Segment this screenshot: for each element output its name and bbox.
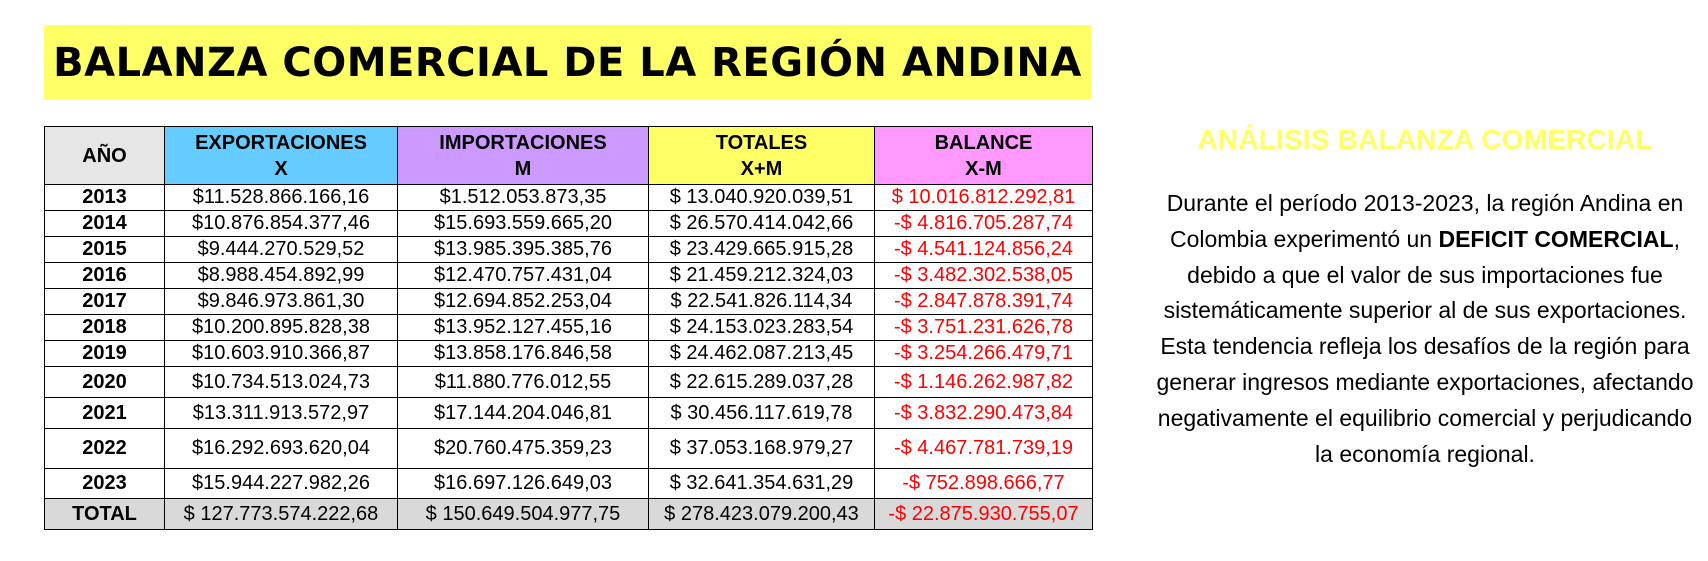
cell-exports: $11.528.866.166,16 [164, 184, 398, 211]
cell-balance: -$ 4.467.781.739,19 [874, 428, 1093, 469]
cell-total-imports: $ 150.649.504.977,75 [397, 498, 649, 530]
cell-totals: $ 24.462.087.213,45 [648, 340, 875, 367]
table-row: 2023 $15.944.227.982,26 $16.697.126.649,… [44, 468, 1093, 499]
table-row: 2020 $10.734.513.024,73 $11.880.776.012,… [44, 366, 1093, 398]
cell-exports: $10.200.895.828,38 [164, 314, 398, 341]
table-row: 2013 $11.528.866.166,16 $1.512.053.873,3… [44, 184, 1093, 211]
cell-totals: $ 22.541.826.114,34 [648, 288, 875, 315]
table-row: 2016 $8.988.454.892,99 $12.470.757.431,0… [44, 262, 1093, 289]
table-row: 2017 $9.846.973.861,30 $12.694.852.253,0… [44, 288, 1093, 315]
cell-balance: -$ 3.482.302.538,05 [874, 262, 1093, 289]
cell-totals: $ 24.153.023.283,54 [648, 314, 875, 341]
analysis-text: Durante el período 2013-2023, la región … [1156, 190, 1694, 467]
cell-totals: $ 23.429.665.915,28 [648, 236, 875, 263]
analysis-panel: ANÁLISIS BALANZA COMERCIAL Durante el pe… [1148, 124, 1702, 472]
cell-year: 2019 [44, 340, 165, 367]
cell-exports: $8.988.454.892,99 [164, 262, 398, 289]
cell-imports: $11.880.776.012,55 [397, 366, 649, 398]
cell-year: 2014 [44, 210, 165, 237]
cell-balance: -$ 3.751.231.626,78 [874, 314, 1093, 341]
cell-year: 2018 [44, 314, 165, 341]
cell-balance: -$ 3.254.266.479,71 [874, 340, 1093, 367]
table-row: 2021 $13.311.913.572,97 $17.144.204.046,… [44, 397, 1093, 429]
cell-imports: $12.470.757.431,04 [397, 262, 649, 289]
header-totals: TOTALES X+M [648, 126, 875, 185]
header-year: AÑO [44, 126, 165, 185]
cell-exports: $13.311.913.572,97 [164, 397, 398, 429]
cell-exports: $15.944.227.982,26 [164, 468, 398, 499]
cell-exports: $16.292.693.620,04 [164, 428, 398, 469]
table-row: 2015 $9.444.270.529,52 $13.985.395.385,7… [44, 236, 1093, 263]
cell-balance: -$ 4.541.124.856,24 [874, 236, 1093, 263]
table-total-row: TOTAL $ 127.773.574.222,68 $ 150.649.504… [44, 498, 1093, 530]
cell-imports: $1.512.053.873,35 [397, 184, 649, 211]
cell-balance: -$ 4.816.705.287,74 [874, 210, 1093, 237]
header-balance: BALANCE X-M [874, 126, 1093, 185]
cell-balance: -$ 3.832.290.473,84 [874, 397, 1093, 429]
header-imports: IMPORTACIONES M [397, 126, 649, 185]
cell-balance: -$ 752.898.666,77 [874, 468, 1093, 499]
cell-totals: $ 37.053.168.979,27 [648, 428, 875, 469]
cell-imports: $13.858.176.846,58 [397, 340, 649, 367]
cell-balance: -$ 1.146.262.987,82 [874, 366, 1093, 398]
cell-exports: $9.846.973.861,30 [164, 288, 398, 315]
cell-total-totals: $ 278.423.079.200,43 [648, 498, 875, 530]
cell-imports: $15.693.559.665,20 [397, 210, 649, 237]
cell-total-balance: -$ 22.875.930.755,07 [874, 498, 1093, 530]
cell-exports: $9.444.270.529,52 [164, 236, 398, 263]
cell-totals: $ 26.570.414.042,66 [648, 210, 875, 237]
deficit-emphasis: DEFICIT COMERCIAL [1438, 225, 1674, 252]
table-row: 2018 $10.200.895.828,38 $13.952.127.455,… [44, 314, 1093, 341]
cell-year: 2022 [44, 428, 165, 469]
cell-year: 2020 [44, 366, 165, 398]
header-exports: EXPORTACIONES X [164, 126, 398, 185]
cell-totals: $ 13.040.920.039,51 [648, 184, 875, 211]
cell-year: 2021 [44, 397, 165, 429]
cell-totals: $ 32.641.354.631,29 [648, 468, 875, 499]
cell-exports: $10.876.854.377,46 [164, 210, 398, 237]
cell-totals: $ 21.459.212.324,03 [648, 262, 875, 289]
cell-balance: $ 10.016.812.292,81 [874, 184, 1093, 211]
cell-imports: $16.697.126.649,03 [397, 468, 649, 499]
analysis-heading: ANÁLISIS BALANZA COMERCIAL [1197, 124, 1653, 155]
cell-imports: $17.144.204.046,81 [397, 397, 649, 429]
cell-imports: $20.760.475.359,23 [397, 428, 649, 469]
cell-year: 2013 [44, 184, 165, 211]
cell-exports: $10.603.910.366,87 [164, 340, 398, 367]
page-title: BALANZA COMERCIAL DE LA REGIÓN ANDINA [53, 39, 1082, 86]
cell-year: 2017 [44, 288, 165, 315]
cell-totals: $ 30.456.117.619,78 [648, 397, 875, 429]
cell-totals: $ 22.615.289.037,28 [648, 366, 875, 398]
cell-exports: $10.734.513.024,73 [164, 366, 398, 398]
table-row: 2019 $10.603.910.366,87 $13.858.176.846,… [44, 340, 1093, 367]
title-banner: BALANZA COMERCIAL DE LA REGIÓN ANDINA [44, 25, 1091, 100]
cell-year: 2015 [44, 236, 165, 263]
cell-balance: -$ 2.847.878.391,74 [874, 288, 1093, 315]
cell-imports: $13.985.395.385,76 [397, 236, 649, 263]
table-header-row: AÑO EXPORTACIONES X IMPORTACIONES M TOTALE… [44, 126, 1093, 185]
cell-year: 2023 [44, 468, 165, 499]
table-row: 2022 $16.292.693.620,04 $20.760.475.359,… [44, 428, 1093, 469]
cell-total-label: TOTAL [44, 498, 165, 530]
cell-year: 2016 [44, 262, 165, 289]
cell-total-exports: $ 127.773.574.222,68 [164, 498, 398, 530]
cell-imports: $12.694.852.253,04 [397, 288, 649, 315]
cell-imports: $13.952.127.455,16 [397, 314, 649, 341]
trade-balance-table: AÑO EXPORTACIONES X IMPORTACIONES M TOTALE… [44, 126, 1093, 530]
table-row: 2014 $10.876.854.377,46 $15.693.559.665,… [44, 210, 1093, 237]
